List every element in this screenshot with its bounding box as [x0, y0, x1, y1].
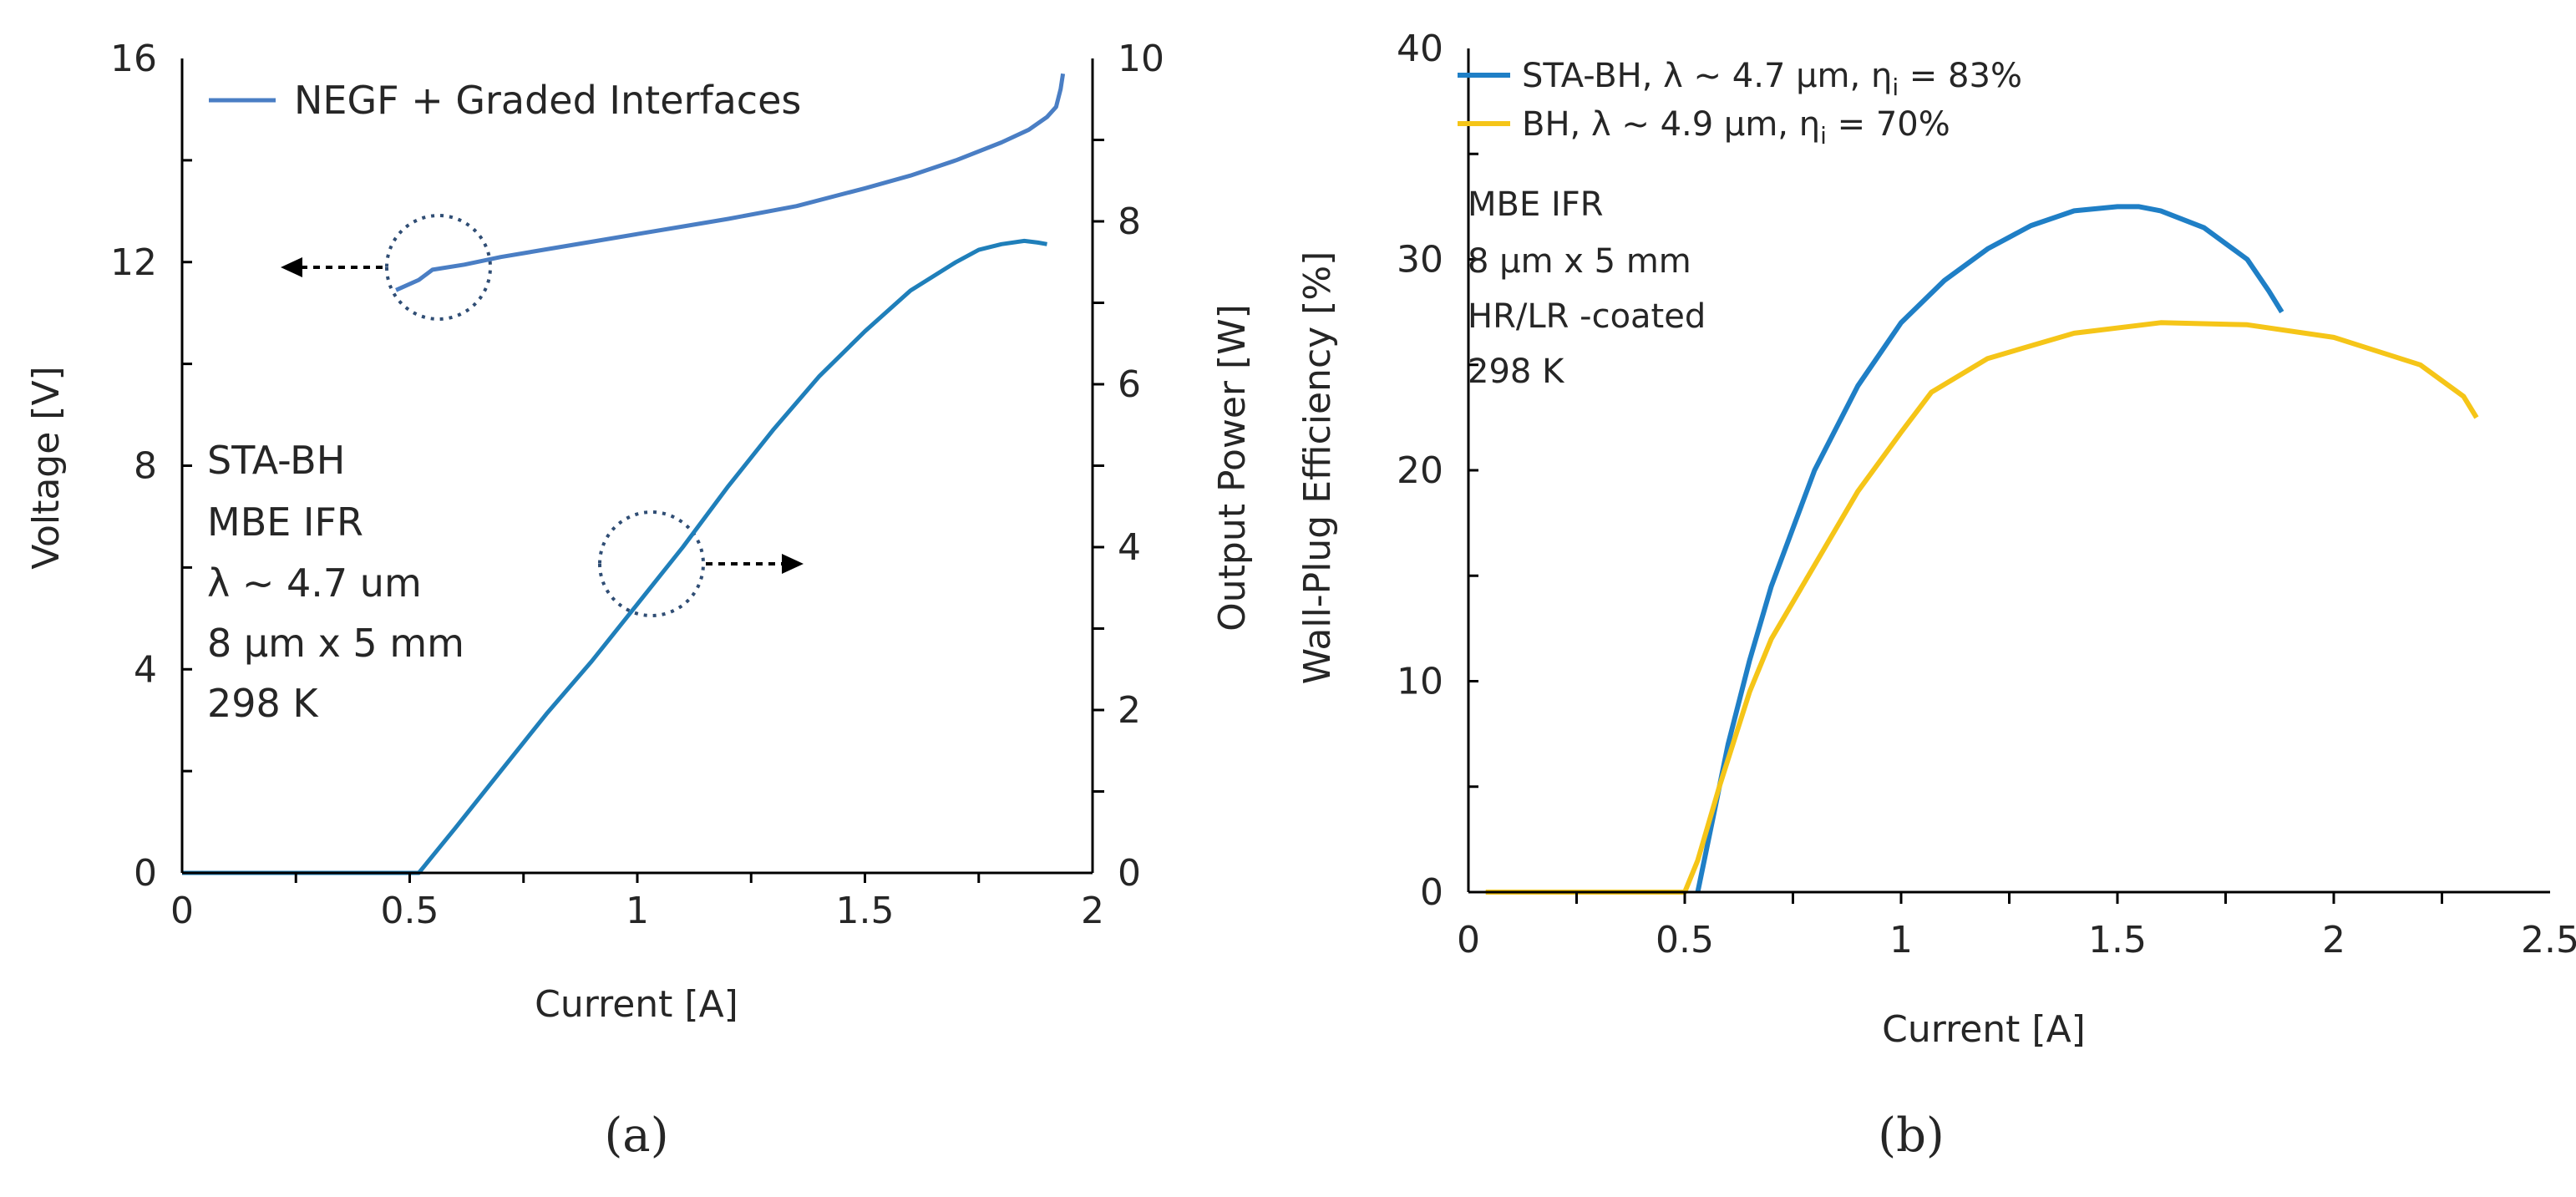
a-x-tick-label: 1.5	[836, 890, 895, 932]
b-x-tick-label: 1	[1889, 919, 1913, 961]
chart-b: 0 0.5 1 1.5 2 2.5 0 10 20 30 40 STA-BH, λ ~ 4.7 μm…	[1296, 28, 2576, 1163]
a-y-tick-label-left: 0	[134, 852, 157, 895]
a-series-power-line	[182, 238, 1047, 875]
a-y-tick-label-left: 16	[110, 38, 157, 80]
a-x-tick-label: 2	[1081, 890, 1104, 932]
a-x-tick-label: 1	[626, 890, 649, 932]
a-panel-label: (a)	[604, 1108, 668, 1163]
a-annotation-line: λ ~ 4.7 um	[207, 560, 422, 606]
a-y-axis-label-left: Voltage [V]	[25, 366, 68, 569]
b-x-tick-label: 2.5	[2521, 919, 2576, 961]
a-annotation-line: MBE IFR	[207, 500, 363, 545]
b-series-sta-bh-line	[1695, 204, 2284, 893]
a-annotation-line: 298 K	[207, 681, 319, 726]
a-y-tick-label-left: 4	[134, 648, 157, 691]
a-y-tick-label-left: 8	[134, 445, 157, 488]
b-x-tick-label: 0	[1457, 919, 1480, 961]
a-annotation-line: STA-BH	[207, 438, 345, 483]
b-annotation-line: 298 K	[1468, 353, 1565, 391]
b-legend: STA-BH, λ ~ 4.7 μm, ηi = 83% BH, λ ~ 4.9…	[1458, 57, 2022, 150]
a-y-tick-label-right: 10	[1118, 38, 1164, 80]
a-annotation-line: 8 μm x 5 mm	[207, 621, 464, 666]
b-annotation-line: MBE IFR	[1468, 185, 1604, 224]
a-x-tick-label: 0	[170, 890, 194, 932]
b-annotation-line: HR/LR -coated	[1468, 297, 1706, 336]
b-y-tick-label: 10	[1397, 661, 1443, 703]
b-y-tick-label: 40	[1397, 28, 1443, 70]
a-y-tick-label-right: 2	[1118, 689, 1141, 732]
b-legend-label-bh: BH, λ ~ 4.9 μm, ηi = 70%	[1522, 105, 1950, 150]
b-series-bh-line	[1485, 320, 2479, 895]
b-annotation: MBE IFR 8 μm x 5 mm HR/LR -coated 298 K	[1468, 185, 1706, 391]
b-y-tick-label: 0	[1420, 871, 1443, 914]
b-annotation-line: 8 μm x 5 mm	[1468, 242, 1691, 281]
b-legend-label-sta-bh: STA-BH, λ ~ 4.7 μm, ηi = 83%	[1522, 57, 2022, 101]
a-x-tick-label: 0.5	[381, 890, 439, 932]
a-arrow-left	[281, 257, 383, 277]
b-y-tick-label: 20	[1397, 449, 1443, 492]
b-x-tick-label: 2	[2322, 919, 2345, 961]
a-annotation: STA-BH MBE IFR λ ~ 4.7 um 8 μm x 5 mm 29…	[207, 438, 464, 726]
a-series-voltage-line	[395, 73, 1066, 292]
a-y-tick-label-right: 4	[1118, 526, 1141, 569]
a-callout-circle-power	[598, 510, 706, 617]
a-y-tick-label-left: 12	[110, 241, 157, 284]
a-legend: NEGF + Graded Interfaces	[209, 78, 801, 123]
b-y-tick-label: 30	[1397, 239, 1443, 281]
a-legend-label: NEGF + Graded Interfaces	[294, 78, 801, 123]
a-y-axis-label-right: Output Power [W]	[1211, 304, 1254, 631]
a-y-tick-label-right: 8	[1118, 200, 1141, 243]
b-x-axis-label: Current [A]	[1882, 1008, 2086, 1051]
a-arrow-right	[706, 554, 804, 574]
a-y-tick-label-right: 0	[1118, 852, 1141, 895]
b-x-tick-label: 1.5	[2088, 919, 2147, 961]
a-y-tick-label-right: 6	[1118, 363, 1141, 406]
b-x-tick-label: 0.5	[1656, 919, 1714, 961]
a-x-axis-label: Current [A]	[535, 983, 738, 1026]
b-panel-label: (b)	[1878, 1108, 1945, 1163]
b-y-axis-label: Wall-Plug Efficiency [%]	[1296, 251, 1339, 685]
